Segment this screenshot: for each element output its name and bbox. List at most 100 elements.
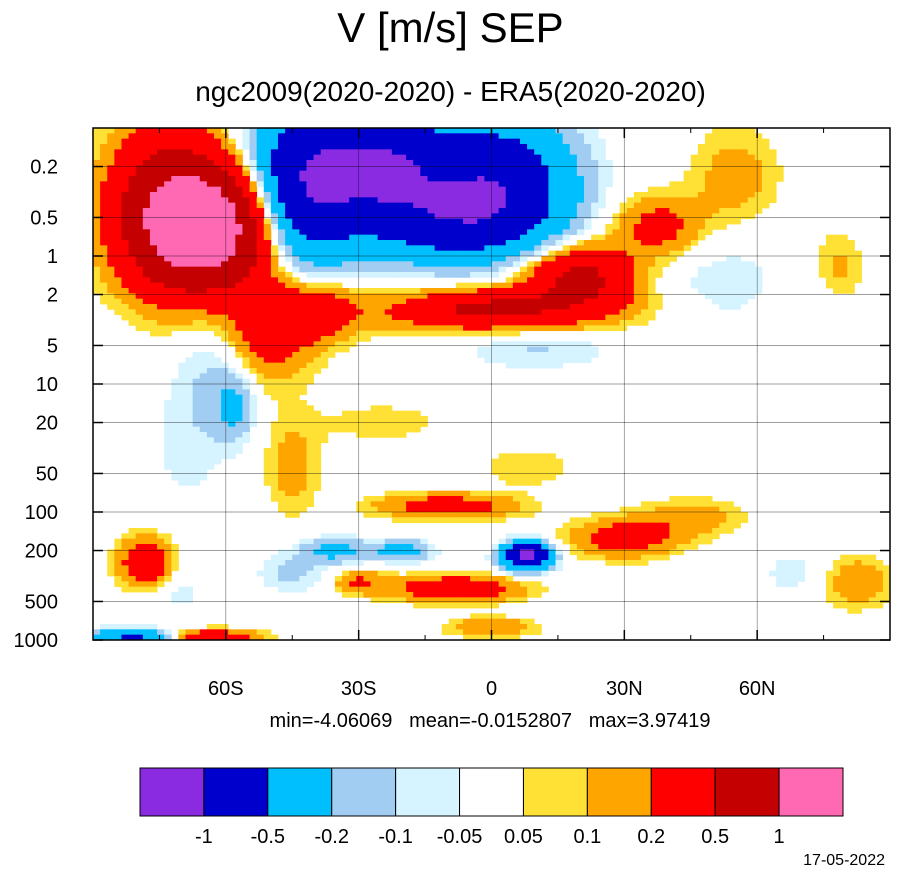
field-cell xyxy=(840,554,848,561)
field-cell xyxy=(235,208,243,214)
field-cell xyxy=(576,266,585,273)
field-cell xyxy=(363,421,371,428)
field-cell xyxy=(334,192,343,198)
field-cell xyxy=(206,165,215,172)
field-cell xyxy=(363,288,371,294)
field-cell xyxy=(313,320,322,326)
field-cell xyxy=(121,309,129,316)
field-cell xyxy=(591,133,599,140)
field-cell xyxy=(740,512,749,518)
field-cell xyxy=(114,629,122,636)
field-cell xyxy=(505,570,514,577)
field-cell xyxy=(327,181,336,188)
field-cell xyxy=(527,554,535,561)
field-cell xyxy=(548,176,556,182)
field-cell xyxy=(420,266,428,273)
field-cell xyxy=(213,165,222,172)
field-cell xyxy=(498,304,507,310)
field-cell xyxy=(285,197,293,204)
field-cell xyxy=(648,277,656,284)
field-cell xyxy=(776,581,784,588)
field-cell xyxy=(370,549,379,556)
field-cell xyxy=(477,629,485,636)
field-cell xyxy=(562,538,571,545)
field-cell xyxy=(470,256,478,262)
field-cell xyxy=(612,282,620,289)
field-cell xyxy=(292,309,300,316)
field-cell xyxy=(541,186,549,193)
field-cell xyxy=(605,549,613,556)
field-cell xyxy=(591,544,599,550)
field-cell xyxy=(655,234,663,241)
field-cell xyxy=(377,501,386,508)
field-cell xyxy=(391,240,400,246)
field-cell xyxy=(313,208,322,214)
field-cell xyxy=(164,293,172,300)
field-cell xyxy=(441,298,450,305)
field-cell xyxy=(278,197,286,204)
field-cell xyxy=(434,128,443,134)
field-cell xyxy=(171,154,179,161)
field-cell xyxy=(292,410,300,417)
field-cell xyxy=(662,554,670,561)
field-cell xyxy=(484,618,492,625)
field-cell xyxy=(562,288,571,294)
field-cell xyxy=(683,186,692,193)
field-cell xyxy=(157,160,165,166)
field-cell xyxy=(434,133,443,140)
field-cell xyxy=(263,474,272,481)
field-cell xyxy=(740,261,749,268)
field-cell xyxy=(299,229,307,236)
field-cell xyxy=(512,496,521,502)
field-cell xyxy=(555,234,564,241)
field-cell xyxy=(847,602,855,609)
field-cell xyxy=(334,293,343,300)
field-cell xyxy=(598,149,606,156)
field-cell xyxy=(391,416,400,422)
field-cell xyxy=(484,282,492,289)
field-cell xyxy=(299,266,307,273)
field-cell xyxy=(448,240,457,246)
field-cell xyxy=(171,234,179,241)
field-cell xyxy=(427,229,435,236)
field-cell xyxy=(861,554,870,561)
field-cell xyxy=(320,544,329,550)
field-cell xyxy=(633,512,642,518)
field-cell xyxy=(142,213,151,220)
field-cell xyxy=(178,304,186,310)
field-cell xyxy=(584,522,592,529)
field-cell xyxy=(398,240,407,246)
field-cell xyxy=(327,229,336,236)
field-cell xyxy=(712,154,720,161)
field-cell xyxy=(619,309,628,316)
field-cell xyxy=(420,416,428,422)
field-cell xyxy=(270,352,279,358)
field-cell xyxy=(420,544,428,550)
field-cell xyxy=(655,202,663,209)
field-cell xyxy=(605,309,613,316)
field-cell xyxy=(213,202,222,209)
field-cell xyxy=(334,325,343,332)
field-cell xyxy=(512,256,521,262)
field-cell xyxy=(427,592,435,598)
field-cell xyxy=(320,154,329,161)
field-cell xyxy=(463,592,471,598)
field-cell xyxy=(377,293,386,300)
field-cell xyxy=(384,181,393,188)
field-cell xyxy=(441,170,450,177)
field-cell xyxy=(427,165,435,172)
field-cell xyxy=(669,250,677,257)
field-cell xyxy=(135,128,144,134)
field-cell xyxy=(377,165,386,172)
field-cell xyxy=(626,250,635,257)
field-cell xyxy=(349,416,357,422)
field-cell xyxy=(463,160,471,166)
field-cell xyxy=(413,602,421,609)
field-cell xyxy=(263,144,272,150)
field-cell xyxy=(584,261,592,268)
field-cell xyxy=(555,314,564,321)
field-cell xyxy=(391,266,400,273)
field-cell xyxy=(534,261,542,268)
field-cell xyxy=(206,629,215,636)
field-cell xyxy=(178,154,186,161)
